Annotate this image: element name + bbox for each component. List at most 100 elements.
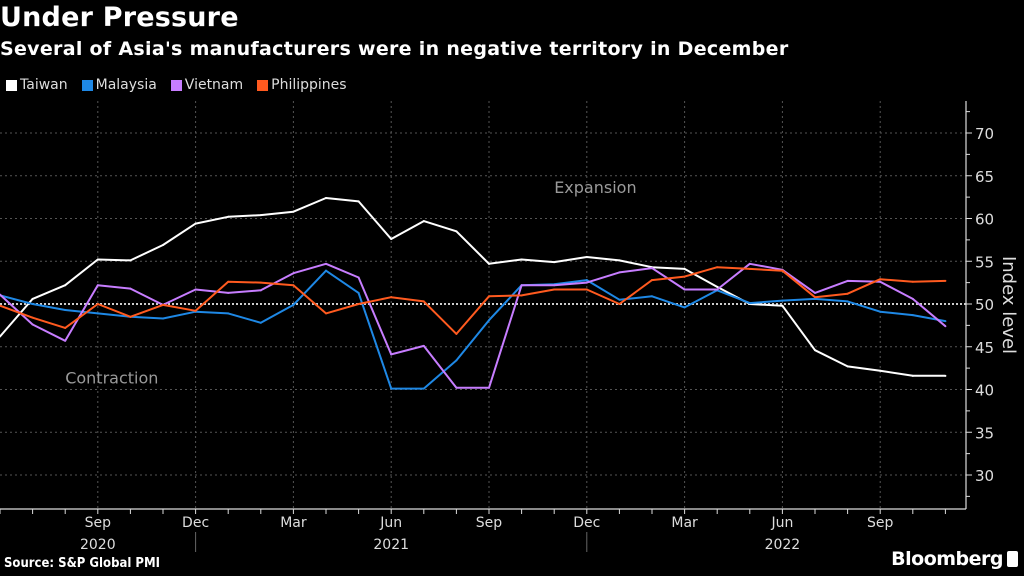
data-point-malaysia [781, 299, 784, 302]
legend-item-philippines: Philippines [257, 77, 347, 93]
data-point-philippines [520, 294, 523, 297]
data-point-philippines [292, 284, 295, 287]
legend: Taiwan Malaysia Vietnam Philippines [6, 77, 347, 93]
data-point-vietnam [259, 289, 262, 292]
data-point-malaysia [259, 321, 262, 324]
data-point-taiwan [357, 200, 360, 203]
legend-label: Philippines [271, 77, 347, 93]
data-point-philippines [96, 303, 99, 305]
data-point-taiwan [325, 196, 327, 199]
data-point-taiwan [259, 214, 262, 217]
data-point-philippines [651, 279, 653, 282]
y-tick-label: 50 [975, 296, 994, 314]
data-point-taiwan [879, 369, 882, 372]
data-point-vietnam [0, 293, 1, 296]
legend-item-vietnam: Vietnam [170, 77, 244, 93]
data-point-taiwan [683, 267, 686, 270]
data-point-malaysia [618, 298, 621, 301]
y-tick-label: 60 [975, 211, 994, 229]
data-point-taiwan [781, 304, 784, 307]
legend-item-malaysia: Malaysia [81, 77, 157, 93]
data-point-taiwan [129, 259, 132, 262]
source-note: Source: S&P Global PMI [4, 556, 160, 571]
data-point-vietnam [683, 288, 686, 291]
data-point-malaysia [814, 297, 816, 300]
x-tick-label: Sep [867, 515, 894, 531]
data-point-malaysia [944, 320, 947, 323]
data-point-malaysia [325, 269, 327, 272]
data-point-taiwan [488, 262, 490, 265]
series-line-vietnam [0, 262, 947, 389]
data-point-taiwan [162, 244, 164, 247]
data-point-philippines [814, 296, 816, 299]
data-point-vietnam [390, 353, 393, 356]
data-point-vietnam [194, 288, 197, 291]
data-point-philippines [227, 280, 230, 283]
data-point-malaysia [64, 308, 67, 311]
legend-label: Vietnam [184, 77, 244, 93]
data-point-philippines [683, 275, 686, 278]
data-point-taiwan [814, 349, 816, 352]
data-point-taiwan [64, 284, 67, 287]
data-point-vietnam [357, 276, 360, 279]
data-point-taiwan [422, 220, 425, 223]
data-point-philippines [259, 281, 262, 284]
annotation-expansion: Expansion [554, 178, 636, 197]
data-point-philippines [325, 312, 327, 315]
data-point-taiwan [455, 230, 458, 233]
x-tick-label: Mar [671, 515, 698, 531]
data-point-vietnam [879, 280, 882, 283]
data-point-vietnam [944, 325, 947, 328]
data-point-taiwan [911, 374, 914, 377]
x-tick-label: Mar [280, 515, 307, 531]
data-point-philippines [64, 326, 67, 329]
data-point-malaysia [683, 306, 686, 309]
data-point-vietnam [651, 267, 653, 270]
data-point-philippines [390, 296, 393, 299]
bloomberg-terminal-icon [1007, 551, 1018, 567]
chart-subtitle: Several of Asia's manufacturers were in … [0, 38, 789, 60]
data-point-vietnam [488, 386, 490, 389]
data-point-taiwan [390, 238, 393, 241]
data-point-malaysia [162, 317, 164, 320]
data-point-taiwan [194, 222, 197, 225]
data-point-malaysia [488, 319, 490, 322]
data-point-vietnam [618, 271, 621, 274]
data-point-philippines [455, 332, 458, 335]
data-point-malaysia [846, 300, 849, 303]
data-point-taiwan [227, 215, 230, 218]
data-point-malaysia [422, 387, 425, 390]
x-tick-label: Sep [85, 515, 112, 531]
data-point-vietnam [846, 279, 849, 282]
data-point-vietnam [553, 284, 556, 287]
data-point-philippines [716, 266, 719, 269]
data-point-philippines [553, 288, 556, 291]
data-point-vietnam [64, 339, 67, 342]
data-point-taiwan [520, 258, 523, 261]
data-point-vietnam [129, 287, 132, 290]
data-point-vietnam [716, 288, 719, 291]
legend-label: Malaysia [95, 77, 157, 93]
data-point-vietnam [520, 284, 523, 287]
data-point-vietnam [292, 272, 295, 275]
data-point-malaysia [292, 303, 295, 306]
data-point-philippines [748, 267, 751, 270]
data-point-philippines [618, 303, 621, 305]
region-annotations: Expansion Contraction [65, 178, 636, 388]
data-point-philippines [194, 309, 197, 312]
legend-swatch [257, 79, 269, 91]
x-tick-label: Jun [379, 515, 402, 531]
data-point-vietnam [455, 386, 458, 389]
data-point-malaysia [651, 295, 653, 298]
data-point-philippines [846, 292, 849, 295]
y-tick-label: 30 [975, 467, 994, 485]
data-point-taiwan [96, 258, 99, 261]
data-point-vietnam [422, 344, 425, 347]
chart-title: Under Pressure [0, 2, 239, 33]
series-line-malaysia [0, 269, 946, 390]
data-point-malaysia [357, 291, 360, 294]
series-line-taiwan [0, 197, 946, 377]
x-tick-label: Dec [182, 515, 209, 531]
data-point-taiwan [31, 297, 34, 300]
